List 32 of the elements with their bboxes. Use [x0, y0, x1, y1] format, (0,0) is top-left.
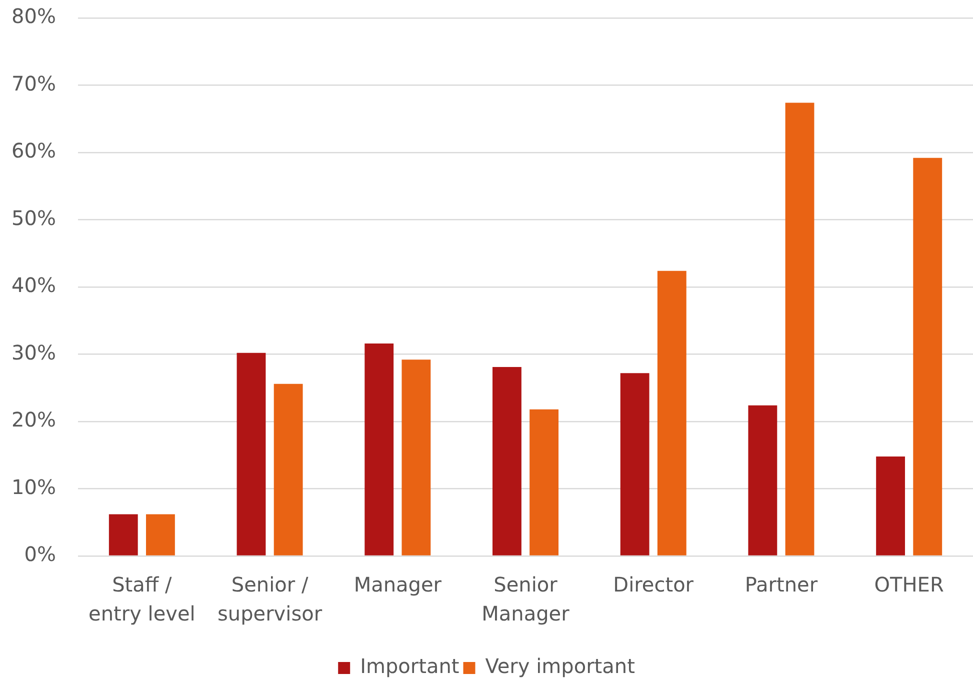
y-tick-label: 0%	[24, 542, 56, 566]
y-tick-label: 80%	[12, 4, 56, 28]
bar	[913, 158, 942, 556]
y-tick-label: 30%	[12, 340, 56, 364]
y-tick-label: 50%	[12, 206, 56, 230]
bar	[530, 409, 558, 556]
bar	[274, 384, 303, 556]
bar	[236, 352, 266, 556]
x-tick-label: Director	[613, 572, 694, 597]
bar	[146, 514, 175, 556]
bar	[402, 360, 431, 556]
y-tick-label: 10%	[12, 474, 56, 499]
bar	[876, 456, 905, 556]
bar	[657, 270, 686, 556]
x-tick-label: Senior / supervisor	[217, 572, 323, 626]
bar	[620, 373, 650, 556]
legend-label: Important	[360, 654, 460, 678]
x-tick-label: Partner	[744, 572, 818, 597]
x-tick-label: Manager	[354, 572, 442, 597]
x-tick-label: OTHER	[874, 572, 944, 597]
bar	[748, 405, 778, 556]
legend-label: Very important	[485, 654, 636, 678]
bar	[785, 102, 814, 556]
x-tick-label: Senior Manager	[482, 572, 570, 626]
y-tick-label: 70%	[12, 71, 56, 96]
bar	[108, 514, 138, 556]
bar	[364, 343, 394, 556]
bar	[492, 367, 522, 556]
x-tick-label: Staff / entry level	[88, 572, 196, 626]
y-tick-label: 60%	[12, 138, 56, 163]
y-tick-label: 40%	[12, 273, 56, 298]
y-tick-label: 20%	[12, 408, 56, 432]
